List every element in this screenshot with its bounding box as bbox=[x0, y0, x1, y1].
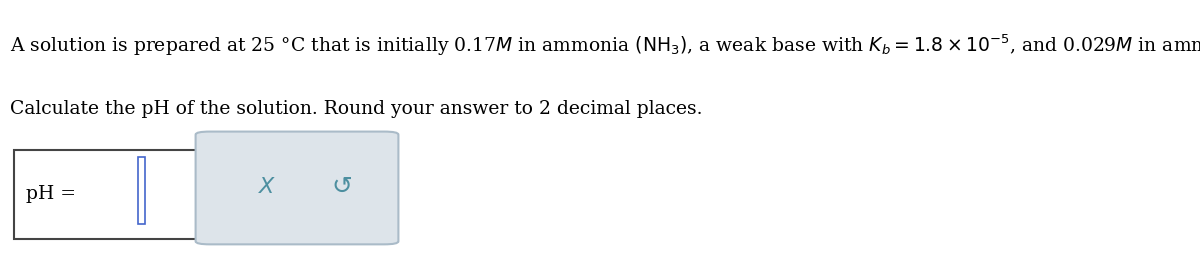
Text: ↺: ↺ bbox=[331, 175, 353, 199]
FancyBboxPatch shape bbox=[14, 150, 200, 239]
Text: A solution is prepared at 25 °C that is initially 0.17$\mathit{M}$ in ammonia $\: A solution is prepared at 25 °C that is … bbox=[10, 33, 1200, 58]
Text: pH =: pH = bbox=[26, 185, 77, 203]
FancyBboxPatch shape bbox=[196, 132, 398, 244]
FancyBboxPatch shape bbox=[138, 157, 145, 224]
Text: X: X bbox=[259, 177, 274, 197]
Text: Calculate the pH of the solution. Round your answer to 2 decimal places.: Calculate the pH of the solution. Round … bbox=[10, 100, 702, 118]
